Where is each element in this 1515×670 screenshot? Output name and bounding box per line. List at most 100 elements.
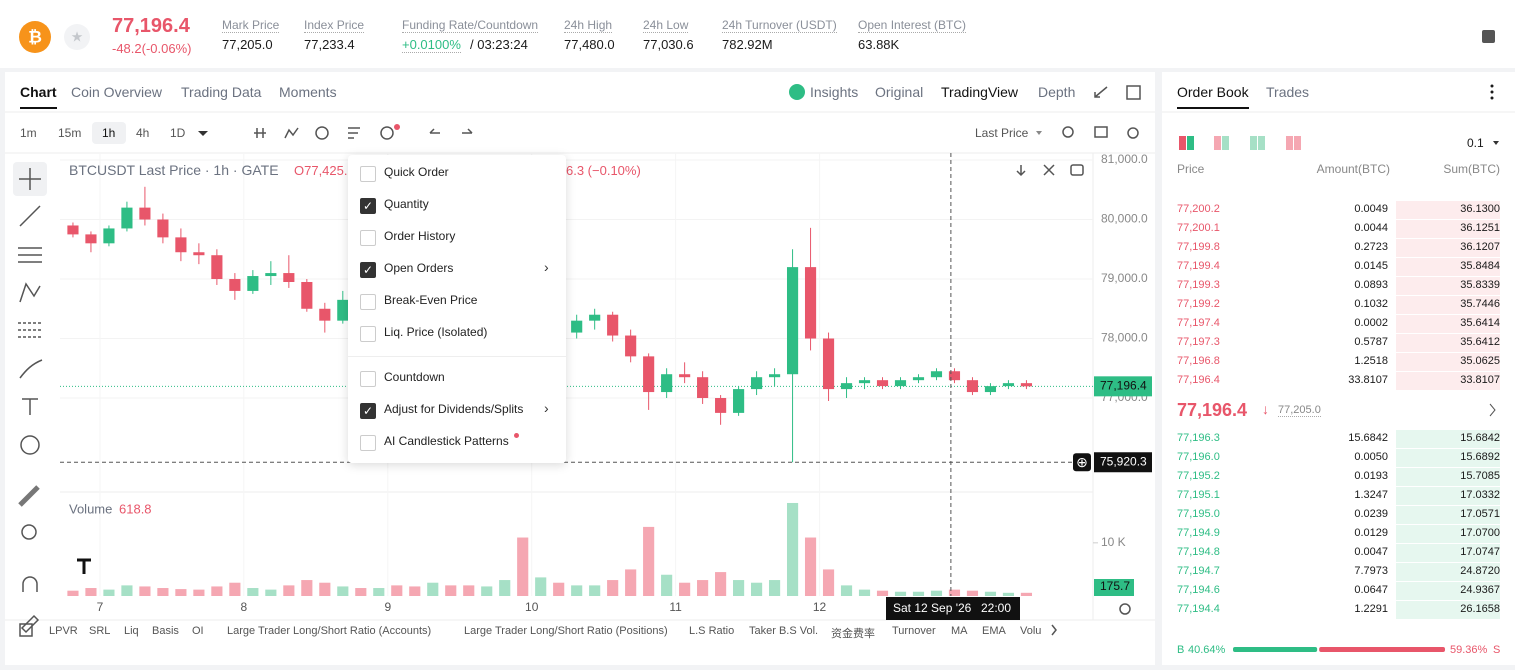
search-icon[interactable]: [1062, 126, 1074, 138]
chart-tab[interactable]: Moments: [279, 84, 337, 100]
channel-tool[interactable]: [18, 247, 42, 263]
layout-icon[interactable]: [348, 127, 360, 139]
zoom-tool[interactable]: [21, 524, 37, 540]
replay-icon[interactable]: [315, 126, 329, 140]
settings-icon[interactable]: [1127, 127, 1139, 139]
indicator[interactable]: SRL: [89, 625, 111, 637]
chart-btn[interactable]: [1043, 164, 1055, 176]
indicator-icon[interactable]: [19, 623, 33, 637]
ob-price[interactable]: 77,196.3: [1177, 432, 1220, 444]
emoji-tool[interactable]: [20, 435, 40, 455]
interval[interactable]: 1h: [102, 126, 116, 140]
pencil-tool[interactable]: [20, 614, 40, 634]
redo-icon[interactable]: [462, 128, 473, 134]
checkbox[interactable]: ✓: [360, 198, 376, 214]
ob-price[interactable]: 77,195.2: [1177, 470, 1220, 482]
ob-price[interactable]: 77,199.4: [1177, 260, 1220, 272]
checkbox[interactable]: [360, 435, 376, 451]
fib-tool[interactable]: [18, 322, 42, 338]
template-icon[interactable]: [284, 127, 299, 139]
menu-item[interactable]: Open Orders: [384, 261, 454, 275]
chart-settings[interactable]: [1119, 603, 1131, 615]
brush-tool[interactable]: [19, 359, 43, 379]
indicator[interactable]: L.S Ratio: [689, 625, 735, 637]
ob-price[interactable]: 77,196.8: [1177, 355, 1220, 367]
indicator[interactable]: Volu: [1020, 625, 1042, 637]
checkbox[interactable]: [360, 294, 376, 310]
ob-tab[interactable]: Trades: [1266, 84, 1310, 100]
ob-price[interactable]: 77,197.3: [1177, 336, 1220, 348]
ob-tab[interactable]: Order Book: [1177, 84, 1249, 109]
favorite[interactable]: [64, 24, 90, 50]
checkbox[interactable]: [360, 371, 376, 387]
indicator[interactable]: Liq: [124, 625, 139, 637]
menu-item[interactable]: Liq. Price (Isolated): [384, 325, 488, 339]
view-tab[interactable]: TradingView: [941, 84, 1019, 100]
menu-item[interactable]: Adjust for Dividends/Splits: [384, 402, 524, 416]
window-icon[interactable]: [1126, 85, 1141, 100]
indicator[interactable]: LPVR: [49, 625, 78, 637]
indicator[interactable]: EMA: [982, 625, 1006, 637]
crosshair-tool[interactable]: [19, 168, 41, 190]
indicator[interactable]: Large Trader Long/Short Ratio (Accounts): [227, 625, 432, 637]
chart-tab[interactable]: Trading Data: [181, 84, 262, 100]
ob-price[interactable]: 77,199.3: [1177, 279, 1220, 291]
checkbox[interactable]: [360, 166, 376, 182]
ob-price[interactable]: 77,194.6: [1177, 584, 1220, 596]
pattern-tool[interactable]: [19, 282, 41, 303]
ruler-tool[interactable]: [18, 485, 40, 507]
indicator[interactable]: Large Trader Long/Short Ratio (Positions…: [464, 625, 668, 637]
ob-price[interactable]: 77,194.7: [1177, 565, 1220, 577]
ob-price[interactable]: 77,199.8: [1177, 241, 1220, 253]
menu-item[interactable]: Order History: [384, 229, 456, 243]
indicator-scroll[interactable]: [1051, 624, 1057, 636]
indicator[interactable]: Turnover: [892, 625, 936, 637]
add-icon[interactable]: [380, 126, 394, 140]
menu-item[interactable]: AI Candlestick Patterns: [384, 434, 509, 448]
menu-item[interactable]: Quantity: [384, 197, 429, 211]
ob-price[interactable]: 77,199.2: [1177, 298, 1220, 310]
camera-icon[interactable]: [1094, 126, 1108, 138]
expand-icon[interactable]: [1094, 86, 1108, 98]
ob-price[interactable]: 77,197.4: [1177, 317, 1220, 329]
checkbox[interactable]: ✓: [360, 262, 376, 278]
ob-price[interactable]: 77,195.1: [1177, 489, 1220, 501]
ob-price[interactable]: 77,196.4: [1177, 374, 1220, 386]
menu-item[interactable]: Break-Even Price: [384, 293, 478, 307]
indicator[interactable]: Basis: [152, 625, 179, 637]
view-tab[interactable]: Original: [875, 84, 924, 100]
menu-item[interactable]: Quick Order: [384, 165, 449, 179]
indicator[interactable]: Taker B.S Vol.: [749, 625, 819, 637]
interval[interactable]: 1D: [170, 126, 186, 140]
header-icon[interactable]: [1482, 30, 1495, 43]
ob-price[interactable]: 77,194.8: [1177, 546, 1220, 558]
indicator[interactable]: MA: [951, 625, 968, 637]
ob-price[interactable]: 77,194.9: [1177, 527, 1220, 539]
ob-price[interactable]: 77,196.0: [1177, 451, 1220, 463]
magnet-tool[interactable]: [22, 576, 38, 592]
chart-tab[interactable]: Coin Overview: [71, 84, 163, 100]
view-tab[interactable]: Insights: [810, 84, 859, 100]
chart-btn[interactable]: [1016, 165, 1026, 177]
text-tool[interactable]: [22, 398, 38, 415]
checkbox[interactable]: [360, 230, 376, 246]
precision[interactable]: 0.1: [1467, 136, 1484, 150]
indicator[interactable]: 资金费率: [831, 628, 875, 640]
ob-price[interactable]: 77,195.0: [1177, 508, 1220, 520]
indicator[interactable]: OI: [192, 625, 204, 637]
line-tool[interactable]: [19, 205, 41, 227]
undo-icon[interactable]: [429, 128, 440, 134]
view-tab[interactable]: Depth: [1038, 84, 1076, 100]
indicator-icon[interactable]: [254, 128, 266, 138]
interval[interactable]: 4h: [136, 126, 150, 140]
ob-price[interactable]: 77,200.1: [1177, 222, 1220, 234]
checkbox[interactable]: [360, 326, 376, 342]
ob-more[interactable]: [1489, 403, 1496, 417]
ob-price[interactable]: 77,194.4: [1177, 603, 1220, 615]
checkbox[interactable]: ✓: [360, 403, 376, 419]
menu-item[interactable]: Countdown: [384, 370, 445, 384]
interval[interactable]: 15m: [58, 126, 82, 140]
chart-tab[interactable]: Chart: [20, 84, 57, 109]
price-source[interactable]: Last Price: [975, 126, 1029, 140]
interval[interactable]: 1m: [20, 126, 37, 140]
